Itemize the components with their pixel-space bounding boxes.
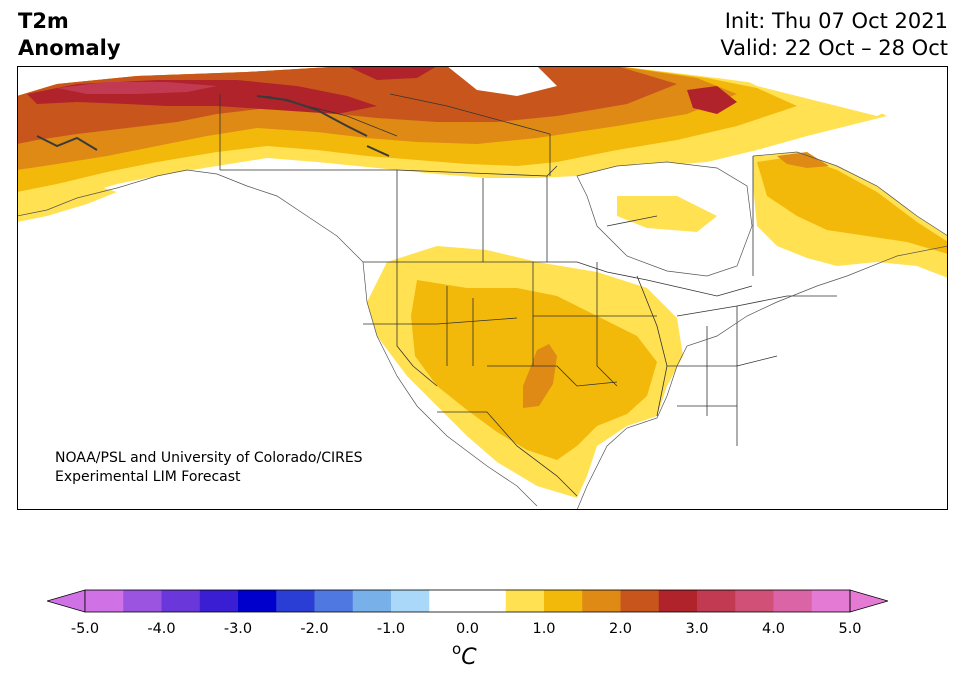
colorbar-bin	[199, 590, 239, 612]
anomaly-north	[17, 66, 887, 216]
colorbar-bin	[658, 590, 698, 612]
credit-text: NOAA/PSL and University of Colorado/CIRE…	[55, 449, 363, 486]
title-line-1: T2m	[18, 9, 69, 33]
colorbar-bin	[544, 590, 583, 612]
colorbar	[47, 589, 888, 613]
boundaries	[219, 93, 837, 497]
colorbar-bin	[620, 590, 660, 612]
colorbar-bin	[352, 590, 392, 612]
colorbar-under-triangle	[47, 589, 86, 613]
colorbar-tick-label: -5.0	[70, 621, 100, 637]
colorbar-bin	[161, 590, 201, 612]
colorbar-bin	[314, 590, 354, 612]
colorbar-bin	[505, 590, 545, 612]
map-frame	[17, 66, 948, 510]
credit-line-1: NOAA/PSL and University of Colorado/CIRE…	[55, 450, 363, 466]
colorbar-bin	[123, 590, 162, 612]
colorbar-tick-label: 4.0	[761, 621, 786, 637]
colorbar-bin	[238, 590, 277, 612]
colorbar-ticks: -5.0 -4.0 -3.0 -2.0 -1.0 0.0 1.0 2.0 3.0 4.0 5.0	[0, 621, 959, 641]
colorbar-bin	[773, 590, 813, 612]
colorbar-tick-label: -4.0	[147, 621, 176, 637]
forecast-dates: Init: Thu 07 Oct 2021 Valid: 22 Oct – 28…	[720, 8, 948, 62]
colorbar-tick-label: -1.0	[376, 621, 406, 637]
anomaly-northeast	[617, 152, 948, 278]
colorbar-tick-label: 0.0	[455, 621, 480, 637]
colorbar-tick-label: -3.0	[223, 621, 253, 637]
colorbar-over-triangle	[849, 589, 888, 613]
colorbar-bin	[735, 590, 774, 612]
colorbar-bin	[467, 590, 507, 612]
map-title: T2m Anomaly	[18, 8, 121, 62]
colorbar-tick-label: 2.0	[608, 621, 633, 637]
colorbar-tick-label: 5.0	[838, 621, 862, 637]
credit-line-2: Experimental LIM Forecast	[55, 468, 241, 485]
anomaly-map	[17, 66, 948, 510]
unit-superscript: o	[452, 640, 462, 658]
colorbar-bin	[582, 590, 621, 612]
init-date: Init: Thu 07 Oct 2021	[724, 9, 948, 33]
valid-range: Valid: 22 Oct – 28 Oct	[720, 36, 948, 60]
colorbar-bin	[697, 590, 736, 612]
coastlines	[17, 151, 948, 510]
colorbar-tick-label: -2.0	[300, 621, 329, 637]
colorbar-bin	[276, 590, 315, 612]
colorbar-bin	[811, 590, 851, 612]
unit-letter: C	[461, 645, 477, 670]
colorbar-tick-label: 1.0	[532, 621, 556, 637]
colorbar-unit: oC	[452, 640, 477, 670]
title-line-2: Anomaly	[18, 36, 121, 60]
anomaly-southwest	[367, 246, 683, 498]
colorbar-frame	[84, 589, 851, 613]
anomaly-alaska-south	[17, 186, 117, 222]
colorbar-bin	[391, 590, 430, 612]
colorbar-bin	[85, 590, 124, 612]
colorbar-bin	[429, 590, 468, 612]
colorbar-tick-label: 3.0	[685, 621, 709, 637]
lakes	[36, 95, 390, 157]
